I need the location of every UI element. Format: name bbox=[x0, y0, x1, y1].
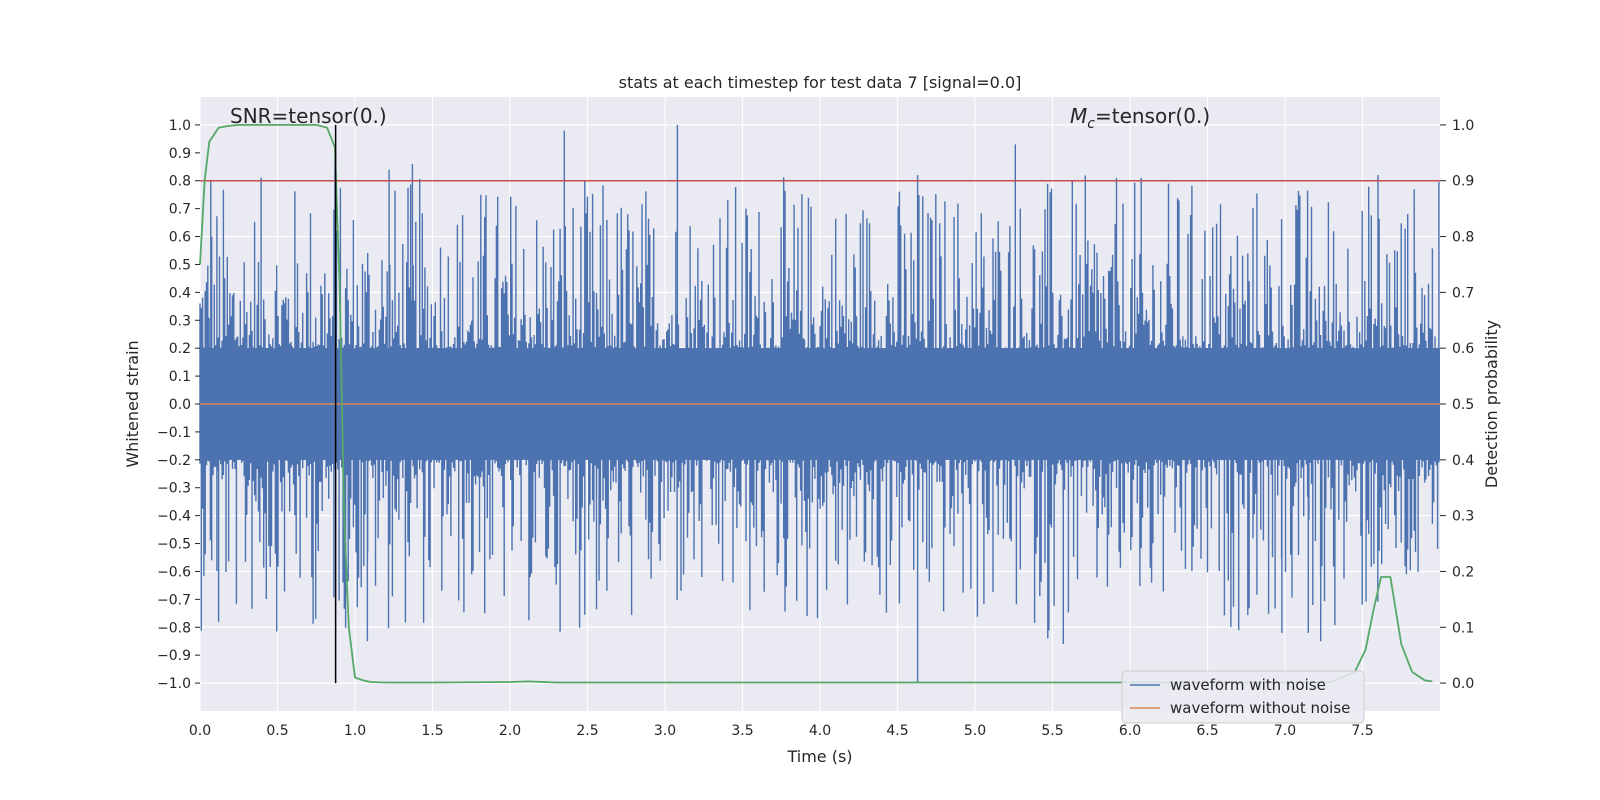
y-tick-label-left: −0.9 bbox=[157, 648, 191, 664]
x-tick-label: 7.5 bbox=[1351, 723, 1373, 739]
y-tick-label-left: 0.6 bbox=[169, 230, 191, 246]
x-tick-label: 3.5 bbox=[731, 723, 753, 739]
y-tick-label-left: −0.3 bbox=[157, 481, 191, 497]
y-tick-label-left: −1.0 bbox=[157, 676, 191, 692]
y-tick-label-right: 0.8 bbox=[1452, 230, 1474, 246]
legend-label-waveform-with-noise: waveform with noise bbox=[1170, 676, 1326, 694]
mc-value: =tensor(0.) bbox=[1095, 104, 1210, 128]
y-tick-label-left: 0.2 bbox=[169, 341, 191, 357]
x-tick-label: 5.5 bbox=[1041, 723, 1063, 739]
y-tick-label-left: 1.0 bbox=[169, 118, 191, 134]
y-axis-label-right: Detection probability bbox=[1482, 320, 1501, 488]
x-tick-label: 7.0 bbox=[1274, 723, 1296, 739]
y-tick-label-left: 0.4 bbox=[169, 285, 191, 301]
legend-box bbox=[1121, 670, 1365, 724]
y-tick-label-right: 1.0 bbox=[1452, 118, 1474, 134]
mc-subscript: c bbox=[1087, 116, 1095, 132]
y-tick-label-left: 0.0 bbox=[169, 397, 191, 413]
x-tick-label: 3.0 bbox=[654, 723, 676, 739]
series-lines bbox=[199, 124, 1440, 684]
y-tick-label-left: 0.8 bbox=[169, 174, 191, 190]
y-tick-label-left: −0.6 bbox=[157, 564, 191, 580]
snr-annotation: SNR=tensor(0.) bbox=[230, 104, 387, 128]
x-tick-label: 6.0 bbox=[1119, 723, 1141, 739]
x-axis-label: Time (s) bbox=[786, 747, 852, 766]
y-tick-label-left: −0.4 bbox=[157, 509, 191, 525]
y-tick-label-right: 0.6 bbox=[1452, 341, 1474, 357]
y-tick-label-left: 0.7 bbox=[169, 202, 191, 218]
x-tick-label: 0.0 bbox=[189, 723, 211, 739]
x-tick-label: 5.0 bbox=[964, 723, 986, 739]
y-tick-label-left: −0.5 bbox=[157, 537, 191, 553]
y-tick-label-right: 0.0 bbox=[1452, 676, 1474, 692]
x-tick-label: 1.0 bbox=[344, 723, 366, 739]
y-tick-label-right: 0.9 bbox=[1452, 174, 1474, 190]
y-tick-label-right: 0.5 bbox=[1452, 397, 1474, 413]
y-tick-label-left: 0.9 bbox=[169, 146, 191, 162]
legend-label-waveform-without-noise: waveform without noise bbox=[1170, 699, 1350, 717]
y-tick-label-right: 0.2 bbox=[1452, 564, 1474, 580]
y-tick-label-left: −0.1 bbox=[157, 425, 191, 441]
x-tick-label: 6.5 bbox=[1196, 723, 1218, 739]
y-tick-label-right: 0.1 bbox=[1452, 620, 1474, 636]
y-axis-label-left: Whitened strain bbox=[123, 340, 142, 467]
chart-title: stats at each timestep for test data 7 [… bbox=[619, 73, 1022, 92]
y-tick-label-left: −0.7 bbox=[157, 592, 191, 608]
mc-symbol: M bbox=[1070, 104, 1087, 128]
y-tick-label-left: −0.2 bbox=[157, 453, 191, 469]
legend: waveform with noise waveform without noi… bbox=[1121, 670, 1365, 724]
y-tick-label-left: 0.3 bbox=[169, 313, 191, 329]
detection-probability-line bbox=[199, 124, 1433, 684]
x-tick-label: 1.5 bbox=[421, 723, 443, 739]
y-tick-label-left: 0.5 bbox=[169, 257, 191, 273]
y-tick-label-left: 0.1 bbox=[169, 369, 191, 385]
x-tick-label: 2.5 bbox=[576, 723, 598, 739]
x-tick-label: 0.5 bbox=[266, 723, 288, 739]
x-tick-label: 4.0 bbox=[809, 723, 831, 739]
x-tick-label: 4.5 bbox=[886, 723, 908, 739]
mc-annotation: Mc=tensor(0.) bbox=[1070, 104, 1210, 132]
axis-ticks: 0.0 0.5 1.0 1.5 2.0 2.5 3.0 3.5 4.0 4.5 5.0 5.5 6.0 6… bbox=[157, 118, 1474, 739]
y-tick-label-left: −0.8 bbox=[157, 620, 191, 636]
x-tick-label: 2.0 bbox=[499, 723, 521, 739]
y-tick-label-right: 0.7 bbox=[1452, 285, 1474, 301]
y-tick-label-right: 0.4 bbox=[1452, 453, 1474, 469]
y-tick-label-right: 0.3 bbox=[1452, 509, 1474, 525]
